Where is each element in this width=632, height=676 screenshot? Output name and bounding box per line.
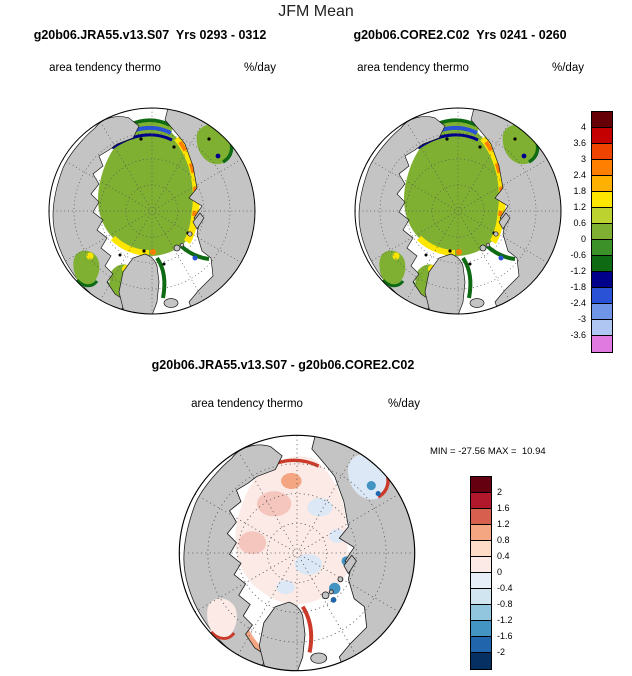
colorbar-tick-label: 3 bbox=[580, 154, 586, 164]
colorbar-tick-label: -3.6 bbox=[570, 330, 586, 340]
var-label-right: area tendency thermo bbox=[357, 62, 469, 74]
colorbar-tick-label: -0.4 bbox=[497, 583, 513, 593]
colorbar-tick-label: -1.2 bbox=[497, 615, 513, 625]
colorbar-segment bbox=[592, 272, 612, 288]
colorbar-tick-label: 3.6 bbox=[573, 138, 586, 148]
colorbar-diff-swatches bbox=[470, 476, 492, 670]
units-label-diff: %/day bbox=[388, 398, 420, 410]
colorbar-segment bbox=[592, 224, 612, 240]
colorbar-tick-label: -2.4 bbox=[570, 298, 586, 308]
colorbar-segment bbox=[471, 589, 491, 605]
colorbar-main: 4 3.6 3 2.4 1.8 1.2 0.6 0 -0.6 -1.2 -1.8 -2.4 -3 -3.6 bbox=[570, 111, 613, 353]
colorbar-tick-label: 0 bbox=[580, 234, 586, 244]
colorbar-tick-label: 0.4 bbox=[497, 551, 510, 561]
colorbar-segment bbox=[471, 653, 491, 669]
colorbar-segment bbox=[471, 573, 491, 589]
colorbar-segment bbox=[592, 208, 612, 224]
colorbar-segment bbox=[592, 256, 612, 272]
map-difference bbox=[178, 434, 416, 672]
colorbar-main-swatches bbox=[591, 111, 613, 353]
colorbar-tick-label: 0.6 bbox=[573, 218, 586, 228]
colorbar-segment bbox=[592, 112, 612, 128]
colorbar-segment bbox=[592, 128, 612, 144]
colorbar-tick-label: -0.8 bbox=[497, 599, 513, 609]
map-core2 bbox=[354, 107, 562, 315]
colorbar-tick-label: 4 bbox=[580, 122, 586, 132]
colorbar-tick-label: -2 bbox=[497, 647, 506, 657]
colorbar-segment bbox=[471, 493, 491, 509]
colorbar-segment bbox=[471, 477, 491, 493]
colorbar-tick-label: 2.4 bbox=[573, 170, 586, 180]
colorbar-segment bbox=[592, 176, 612, 192]
colorbar-tick-label: -0.6 bbox=[570, 250, 586, 260]
var-label-diff: area tendency thermo bbox=[191, 398, 303, 410]
colorbar-segment bbox=[471, 557, 491, 573]
colorbar-tick-label: -1.6 bbox=[497, 631, 513, 641]
units-label-left: %/day bbox=[244, 62, 276, 74]
colorbar-segment bbox=[471, 541, 491, 557]
colorbar-segment bbox=[592, 304, 612, 320]
colorbar-segment bbox=[471, 525, 491, 541]
colorbar-segment bbox=[471, 605, 491, 621]
colorbar-diff: 2 1.6 1.2 0.8 0.4 0 -0.4 -0.8 -1.2 -1.6 -2 bbox=[470, 476, 513, 670]
colorbar-segment bbox=[592, 320, 612, 336]
colorbar-tick-label: 0.8 bbox=[497, 535, 510, 545]
colorbar-segment bbox=[592, 144, 612, 160]
colorbar-segment bbox=[471, 509, 491, 525]
colorbar-tick-label: -1.2 bbox=[570, 266, 586, 276]
colorbar-tick-label: 0 bbox=[497, 567, 503, 577]
units-label-right: %/day bbox=[552, 62, 584, 74]
colorbar-segment bbox=[592, 160, 612, 176]
colorbar-tick-label: 2 bbox=[497, 487, 503, 497]
colorbar-segment bbox=[592, 288, 612, 304]
colorbar-tick-label: 1.8 bbox=[573, 186, 586, 196]
var-label-left: area tendency thermo bbox=[49, 62, 161, 74]
minmax-label: MIN = -27.56 MAX = 10.94 bbox=[430, 446, 546, 457]
colorbar-tick-label: -1.8 bbox=[570, 282, 586, 292]
colorbar-segment bbox=[592, 240, 612, 256]
panel-header-core2: g20b06.CORE2.C02 Yrs 0241 - 0260 bbox=[353, 28, 567, 42]
colorbar-segment bbox=[471, 637, 491, 653]
colorbar-segment bbox=[592, 192, 612, 208]
panel-header-jra55: g20b06.JRA55.v13.S07 Yrs 0293 - 0312 bbox=[33, 28, 267, 42]
colorbar-tick-label: -3 bbox=[577, 314, 586, 324]
map-jra55 bbox=[48, 107, 256, 315]
figure-title: JFM Mean bbox=[278, 3, 354, 20]
colorbar-tick-label: 1.2 bbox=[573, 202, 586, 212]
colorbar-tick-label: 1.6 bbox=[497, 503, 510, 513]
diff-header: g20b06.JRA55.v13.S07 - g20b06.CORE2.C02 bbox=[151, 358, 415, 372]
colorbar-segment bbox=[471, 621, 491, 637]
colorbar-tick-label: 1.2 bbox=[497, 519, 510, 529]
colorbar-segment bbox=[592, 336, 612, 352]
